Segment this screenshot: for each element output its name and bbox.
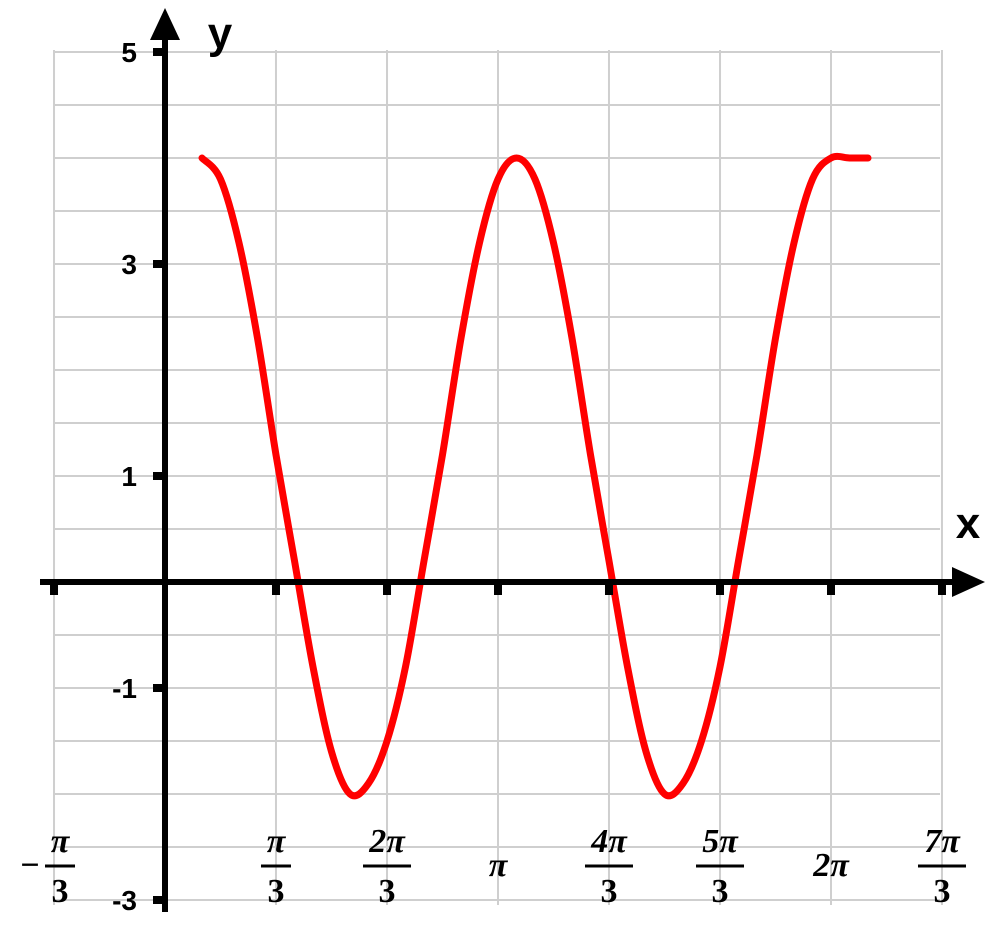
x-tick-mark <box>937 585 946 595</box>
x-tick-numerator: 2π <box>368 823 406 860</box>
x-tick-denominator: 3 <box>712 873 729 910</box>
y-tick-mark <box>153 472 163 480</box>
x-tick-mark <box>383 585 392 595</box>
x-tick-numerator: 4π <box>590 823 628 860</box>
x-tick-numerator: π <box>51 823 71 860</box>
x-tick-numerator: 7π <box>924 823 961 860</box>
x-tick-mark <box>494 585 502 595</box>
x-tick-denominator: 3 <box>52 873 69 910</box>
x-tick-mark <box>827 585 835 595</box>
y-tick-mark <box>153 260 163 268</box>
x-tick-denominator: 3 <box>267 873 284 910</box>
y-tick-label: 3 <box>121 249 137 280</box>
y-tick-label: -3 <box>112 885 137 916</box>
x-tick-denominator: 3 <box>379 873 396 910</box>
y-tick-label: 5 <box>121 37 137 68</box>
curve-layer <box>198 152 872 800</box>
y-tick-label: 1 <box>121 461 137 492</box>
x-tick-denominator: 3 <box>600 873 617 910</box>
y-tick-mark <box>153 684 163 692</box>
grid <box>53 50 943 905</box>
x-axis-label: x <box>956 499 981 548</box>
y-axis-label: y <box>208 9 233 58</box>
y-tick-label: -1 <box>112 673 137 704</box>
x-tick-mark <box>716 585 725 595</box>
x-tick-denominator: 3 <box>933 873 950 910</box>
x-tick-label: π <box>489 847 509 884</box>
x-tick-mark <box>271 585 280 595</box>
x-tick-sign: − <box>20 847 39 884</box>
axes <box>40 8 985 912</box>
x-tick-numerator: π <box>267 823 287 860</box>
x-tick-mark <box>50 585 59 595</box>
y-tick-mark <box>153 48 163 56</box>
y-axis-arrow <box>150 8 180 40</box>
x-tick-label: 2π <box>812 847 850 884</box>
x-axis-arrow <box>952 567 985 597</box>
series-line <box>198 152 872 800</box>
y-tick-mark <box>153 896 163 904</box>
x-tick-mark <box>604 585 613 595</box>
x-tick-numerator: 5π <box>702 823 739 860</box>
